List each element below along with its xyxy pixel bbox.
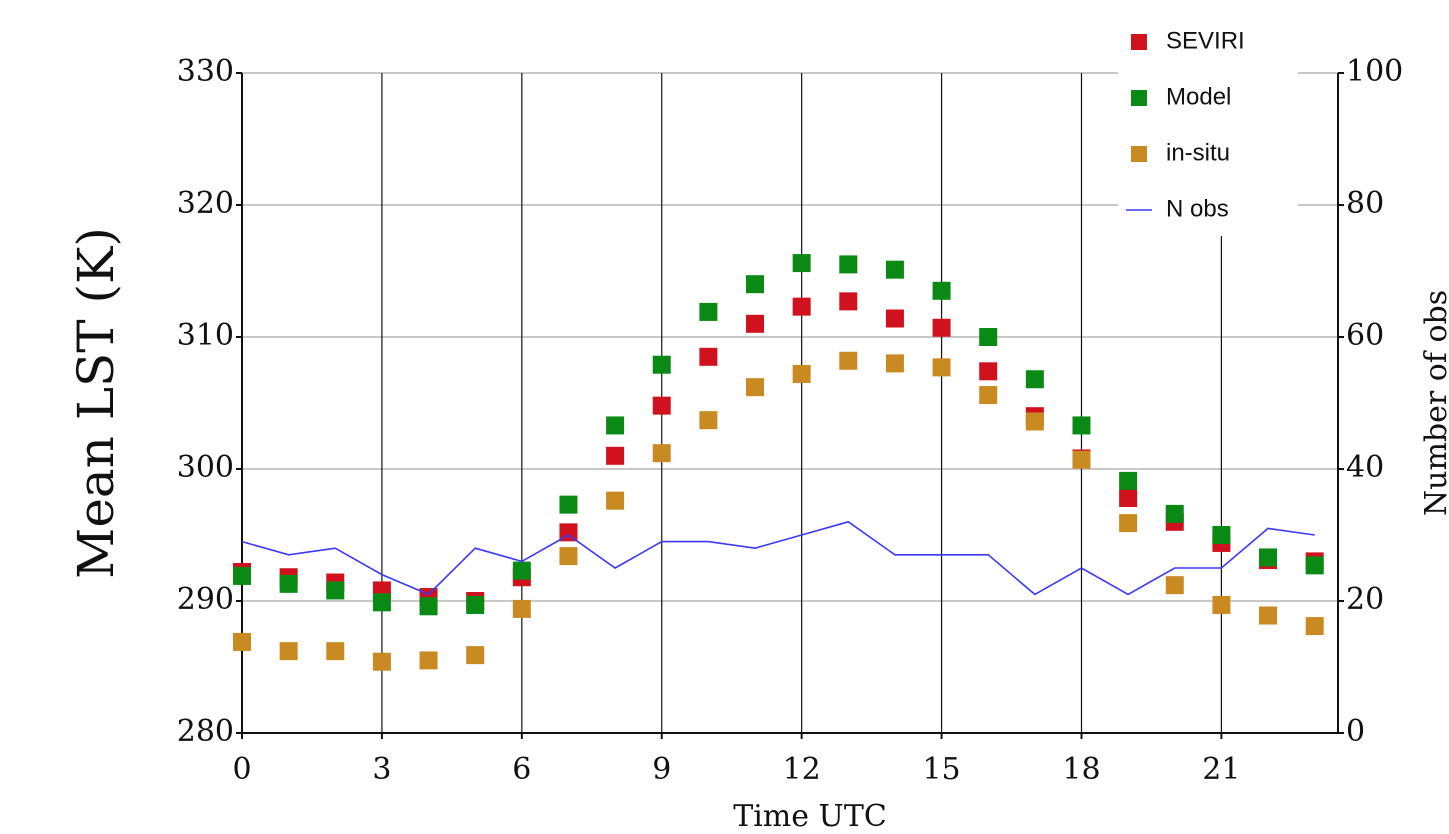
y2-tick-label: 60	[1346, 318, 1384, 353]
marker	[652, 444, 671, 463]
x-tick-label: 6	[512, 752, 531, 787]
legend-marker	[1131, 146, 1147, 162]
x-tick-label: 21	[1202, 752, 1240, 787]
marker	[792, 297, 811, 316]
marker	[372, 593, 391, 612]
marker	[326, 642, 345, 661]
legend-marker	[1131, 34, 1147, 50]
marker	[885, 309, 904, 328]
marker	[699, 411, 718, 430]
marker	[279, 574, 298, 593]
legend-box	[1118, 22, 1298, 236]
marker	[746, 275, 765, 294]
marker	[885, 260, 904, 279]
x-tick-label: 9	[652, 752, 671, 787]
marker	[932, 318, 951, 337]
y2-tick-label: 40	[1346, 450, 1384, 485]
y-tick-label: 290	[177, 582, 234, 617]
marker	[699, 347, 718, 366]
marker	[979, 362, 998, 381]
y2-tick-label: 80	[1346, 186, 1384, 221]
y2-axis-label: Number of obs	[1419, 290, 1449, 516]
marker	[326, 581, 345, 600]
y-tick-label: 300	[177, 450, 234, 485]
marker	[839, 351, 858, 370]
y-axis-label: Mean LST (K)	[67, 227, 125, 579]
marker	[652, 355, 671, 374]
marker	[746, 378, 765, 397]
marker	[1259, 548, 1278, 567]
x-axis-label: Time UTC	[733, 799, 887, 834]
marker	[559, 495, 578, 514]
marker	[1305, 556, 1324, 575]
legend-label: in-situ	[1166, 139, 1230, 166]
marker	[559, 547, 578, 566]
marker	[1025, 370, 1044, 389]
marker	[1119, 514, 1138, 533]
marker	[606, 446, 625, 465]
y-tick-label: 310	[177, 318, 234, 353]
marker	[932, 281, 951, 300]
marker	[839, 255, 858, 274]
marker	[372, 652, 391, 671]
marker	[512, 599, 531, 618]
legend-marker	[1131, 90, 1147, 106]
marker	[1119, 471, 1138, 490]
grid	[241, 72, 1338, 734]
marker	[1165, 576, 1184, 595]
y-tick-label: 280	[177, 714, 234, 749]
marker	[1259, 606, 1278, 625]
x-tick-label: 15	[922, 752, 960, 787]
marker	[932, 358, 951, 377]
marker	[1025, 412, 1044, 431]
x-tick-label: 3	[372, 752, 391, 787]
marker	[792, 254, 811, 273]
x-tick-label: 0	[232, 752, 251, 787]
y2-tick-label: 0	[1346, 714, 1365, 749]
marker	[979, 386, 998, 405]
marker	[746, 314, 765, 333]
marker	[699, 302, 718, 321]
x-tick-label: 18	[1062, 752, 1100, 787]
line	[241, 520, 1315, 596]
y2-tick-label: 20	[1346, 582, 1384, 617]
marker	[885, 354, 904, 373]
marker	[419, 597, 438, 616]
marker	[792, 364, 811, 383]
marker	[606, 416, 625, 435]
marker	[1072, 416, 1091, 435]
marker	[466, 595, 485, 614]
legend-label: Model	[1166, 83, 1231, 110]
marker	[512, 561, 531, 580]
marker	[606, 491, 625, 510]
marker	[1212, 595, 1231, 614]
marker	[1072, 450, 1091, 469]
marker	[279, 642, 298, 661]
marker	[979, 328, 998, 346]
marker	[652, 396, 671, 415]
marker	[1305, 617, 1324, 636]
x-tick-label: 12	[783, 752, 821, 787]
y-tick-label: 330	[177, 54, 234, 89]
legend: SEVIRI Model in-situ N obs	[1118, 22, 1298, 236]
y-tick-label: 320	[177, 186, 234, 221]
marker	[1119, 489, 1138, 508]
y2-tick-label: 100	[1346, 54, 1403, 89]
marker	[1165, 504, 1184, 523]
legend-label: SEVIRI	[1166, 27, 1245, 54]
marker	[466, 646, 485, 665]
marker	[233, 566, 251, 585]
marker	[233, 632, 251, 651]
legend-label: N obs	[1166, 195, 1229, 222]
marker	[1212, 526, 1231, 544]
marker	[839, 292, 858, 311]
marker	[419, 651, 438, 670]
